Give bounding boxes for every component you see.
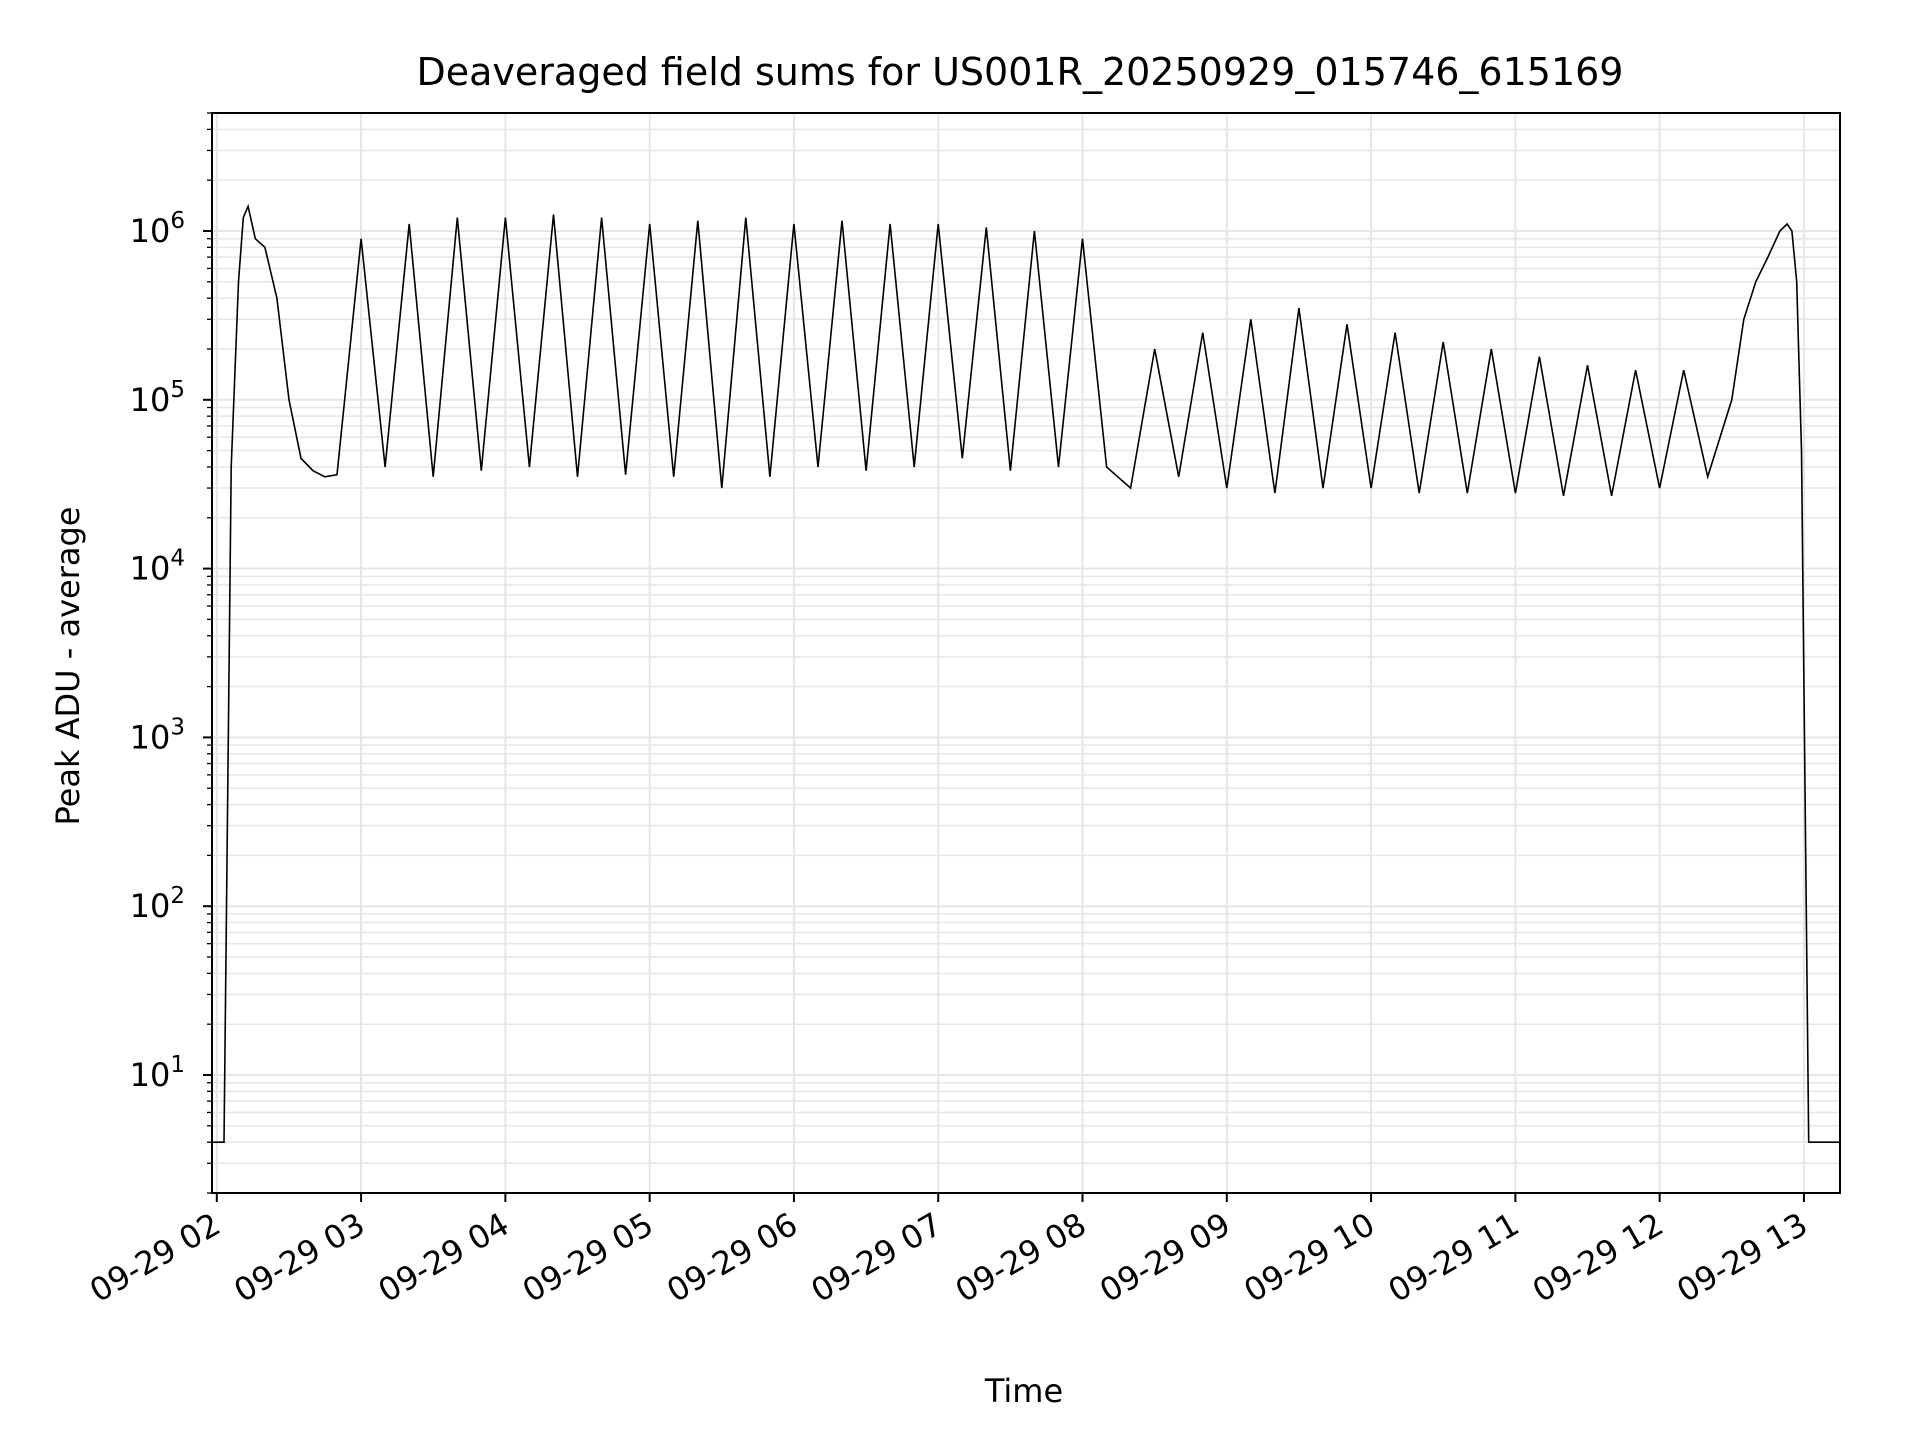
y-tick-label: 102 [130,883,185,925]
y-tick-label: 103 [130,714,185,756]
axes-frame [211,112,1841,1194]
y-tick-label: 104 [130,546,185,588]
series-line [212,203,1840,1143]
chart-title: Deaveraged field sums for US001R_2025092… [417,50,1624,94]
y-tick-label: 106 [130,208,185,250]
y-tick-label: 105 [130,377,185,419]
plot-area [212,203,1840,1143]
x-axis-title: Time [984,1372,1063,1410]
y-tick-label: 101 [130,1052,185,1094]
y-axis-title: Peak ADU - average [49,507,87,826]
